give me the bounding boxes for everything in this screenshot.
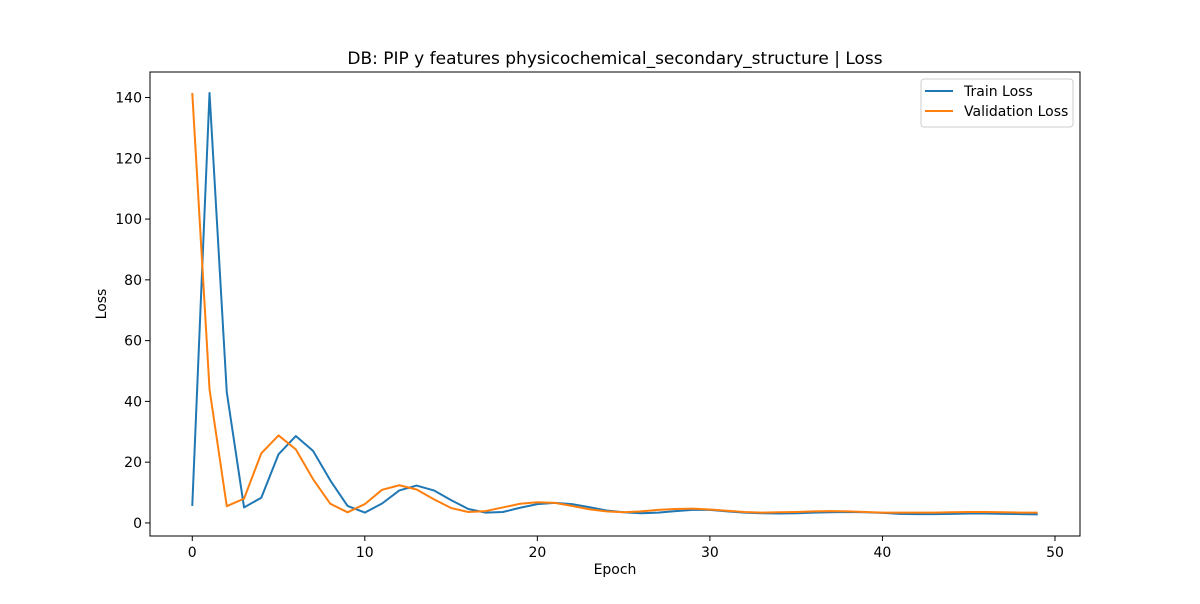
y-tick-label: 0 — [133, 516, 142, 532]
legend-box — [920, 78, 1074, 128]
y-tick-label: 40 — [124, 394, 142, 410]
x-tick-label: 50 — [1046, 545, 1064, 561]
y-tick-label: 100 — [115, 212, 142, 228]
x-tick-label: 0 — [188, 545, 197, 561]
y-tick-label: 140 — [115, 91, 142, 107]
plot-area: 0 10 20 30 40 50 0 20 40 60 80 100 120 140 — [115, 91, 1064, 561]
y-tick-label: 80 — [124, 273, 142, 289]
legend-label-validation-loss: Validation Loss — [964, 104, 1068, 120]
validation-loss-line — [191, 92, 1038, 514]
x-tick-label: 40 — [874, 545, 892, 561]
legend-label-train-loss: Train Loss — [963, 84, 1033, 100]
x-tick-label: 20 — [528, 545, 546, 561]
y-tick-label: 120 — [115, 151, 142, 167]
chart-title: DB: PIP y features physicochemical_secon… — [347, 49, 882, 69]
x-tick-label: 10 — [356, 545, 374, 561]
axes-frame — [149, 71, 1081, 537]
y-tick-label: 60 — [124, 334, 142, 350]
x-tick-label: 30 — [701, 545, 719, 561]
y-tick-label: 20 — [124, 455, 142, 471]
y-axis-label: Loss — [94, 289, 110, 320]
x-axis-label: Epoch — [594, 562, 637, 578]
legend: Train Loss Validation Loss — [920, 78, 1074, 128]
